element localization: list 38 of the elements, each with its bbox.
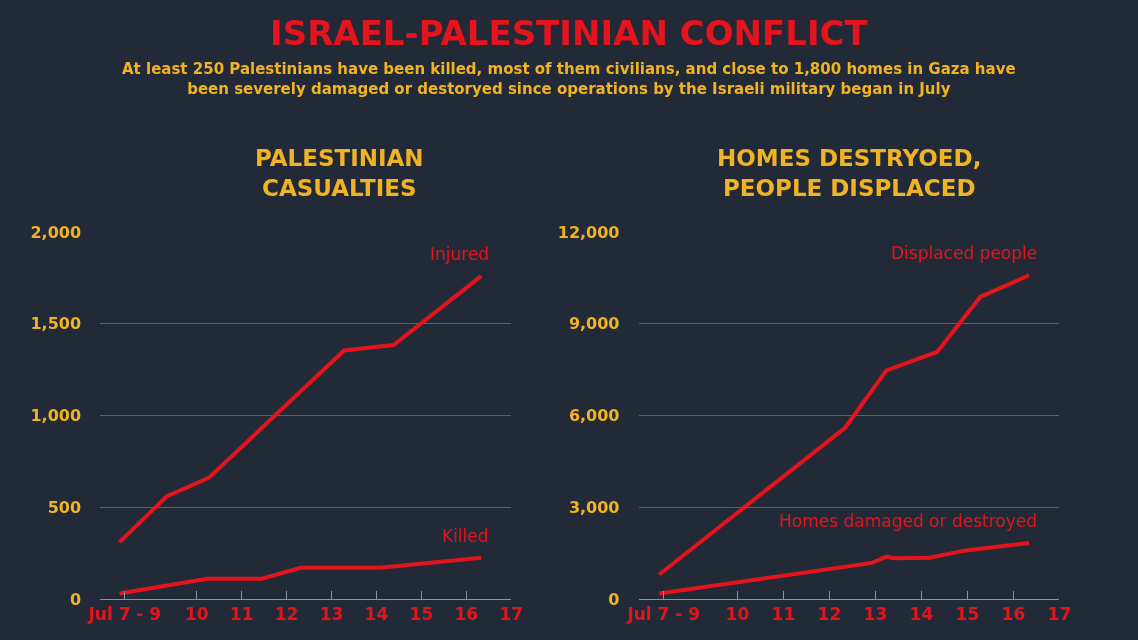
series-label: Killed	[442, 526, 489, 546]
x-tick-label: 14	[364, 604, 389, 625]
y-tick-label: 500	[47, 497, 82, 517]
x-tick-label: 17	[1047, 604, 1072, 625]
series-label: Displaced people	[891, 243, 1038, 263]
series-label: Homes damaged or destroyed	[779, 511, 1037, 531]
x-tick-label: Jul 7 - 9	[626, 604, 701, 625]
x-tick-label: 10	[725, 604, 750, 625]
x-tick-label: 12	[274, 604, 299, 625]
x-tick-label: 10	[184, 604, 209, 625]
line-series	[117, 555, 484, 596]
y-tick-label: 0	[69, 589, 82, 609]
series-label: Injured	[430, 244, 490, 264]
x-tick-label: 17	[499, 604, 524, 625]
y-tick-label: 0	[608, 589, 620, 609]
x-tick-label: 16	[454, 604, 479, 625]
x-tick-label: 11	[771, 604, 796, 625]
y-tick-label: 12,000	[557, 222, 620, 242]
x-tick-label: 13	[863, 604, 888, 625]
x-tick-label: Jul 7 - 9	[87, 604, 162, 625]
line-series	[657, 541, 1032, 596]
chart-title: HOMES DESTRYOED, PEOPLE DISPLACED	[717, 145, 982, 201]
x-tick-label: 15	[955, 604, 980, 625]
y-tick-label: 2,000	[30, 222, 82, 242]
x-tick-label: 14	[909, 604, 934, 625]
text: ISRAEL-PALESTINIAN CONFLICT	[270, 13, 869, 53]
text: At least 250 Palestinians have been killed, most of them civilians, and close to 1,800 homes in Gaza have been severely damaged or destoryed since operations by the Israeli military began in July	[122, 60, 1016, 98]
y-tick-label: 1,000	[30, 406, 82, 426]
x-tick-label: 13	[319, 604, 344, 625]
x-tick-label: 15	[409, 604, 434, 625]
y-tick-label: 1,500	[30, 314, 82, 334]
y-tick-label: 3,000	[568, 497, 620, 517]
y-tick-label: 9,000	[568, 314, 620, 334]
x-tick-label: 16	[1001, 604, 1026, 625]
y-tick-label: 6,000	[568, 406, 620, 426]
x-tick-label: 11	[229, 604, 254, 625]
chart-title: PALESTINIAN CASUALTIES	[255, 145, 424, 201]
x-tick-label: 12	[817, 604, 842, 625]
